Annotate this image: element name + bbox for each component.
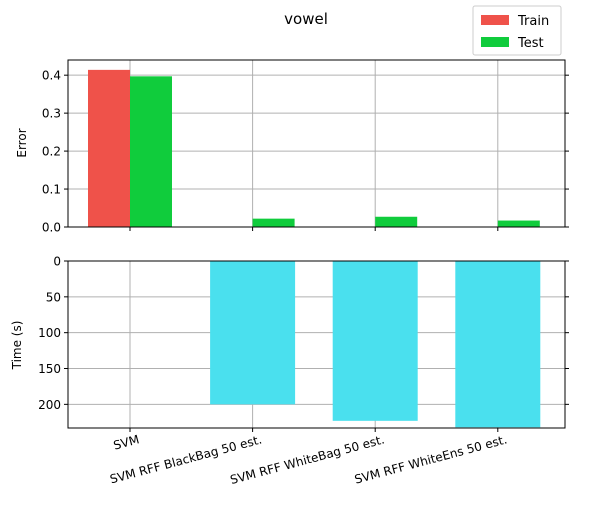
bar-test-2 [375, 217, 417, 227]
legend-label-train: Train [517, 14, 549, 29]
bottom-ytick-label: 50 [46, 290, 61, 304]
bottom-ytick-label: 100 [38, 326, 61, 340]
top-ytick-label: 0.4 [42, 69, 61, 83]
chart-title: vowel [284, 10, 328, 28]
bottom-bars [88, 261, 541, 427]
legend: Train Test [473, 6, 561, 55]
x-tick-label: SVM [112, 432, 141, 452]
top-panel: 0.0 0.1 0.2 0.3 0.4 Error [15, 60, 569, 235]
legend-swatch-test [481, 37, 509, 47]
bar-test-0 [130, 76, 172, 227]
bar-test-3 [498, 221, 540, 227]
bottom-ytick-label: 0 [53, 255, 61, 269]
top-ytick-label: 0.0 [42, 221, 61, 235]
top-ytick-label: 0.2 [42, 145, 61, 159]
bottom-ytick-label: 200 [38, 398, 61, 412]
legend-label-test: Test [517, 36, 544, 51]
bar-time-1 [210, 261, 295, 404]
top-ylabel: Error [15, 128, 29, 157]
bottom-ylabel: Time (s) [10, 321, 24, 371]
bar-time-3 [455, 261, 540, 427]
bar-time-2 [333, 261, 418, 421]
top-ytick-label: 0.1 [42, 183, 61, 197]
bottom-ytick-label: 150 [38, 362, 61, 376]
legend-swatch-train [481, 15, 509, 25]
top-ytick-label: 0.3 [42, 107, 61, 121]
bar-test-1 [253, 219, 295, 227]
bar-train-0 [88, 70, 130, 227]
top-bars [88, 70, 540, 227]
